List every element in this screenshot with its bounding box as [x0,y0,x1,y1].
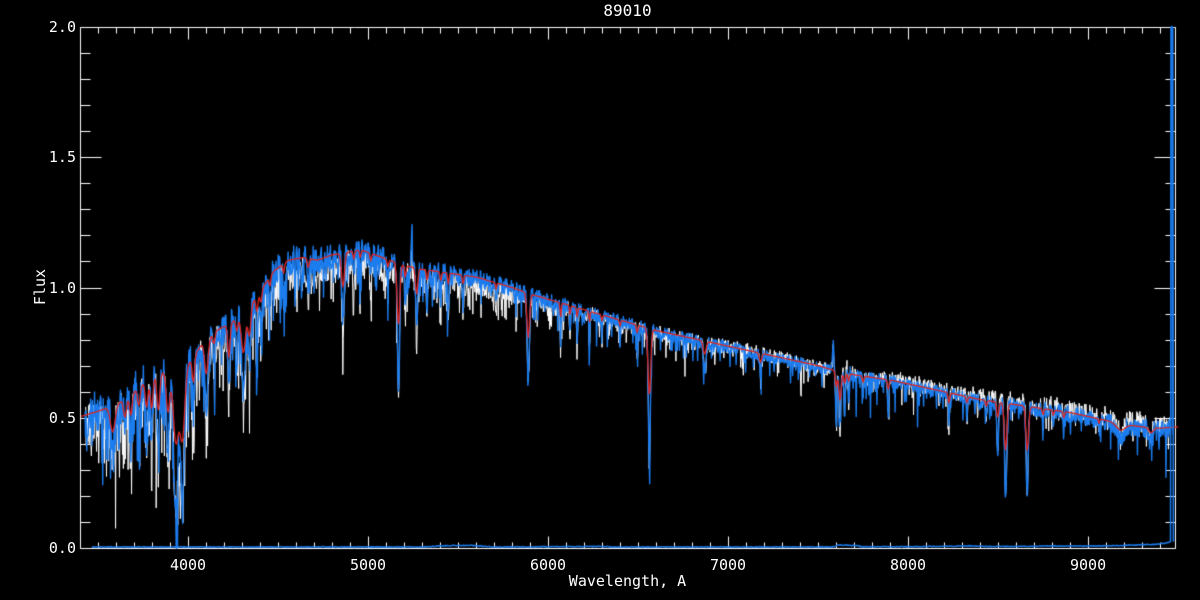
y-tick-label: 1.0 [48,278,76,297]
x-tick-label: 6000 [529,556,567,574]
y-tick-label: 0.5 [48,408,76,427]
plot-title: 89010 [603,1,652,20]
x-tick-label: 7000 [709,556,747,574]
x-tick-label: 9000 [1069,556,1107,574]
x-tick-label: 5000 [349,556,387,574]
x-tick-label: 4000 [169,556,207,574]
x-tick-label: 8000 [889,556,927,574]
x-axis-label: Wavelength, A [568,572,687,590]
y-tick-label: 2.0 [48,18,76,36]
y-tick-label: 0.0 [48,539,76,557]
y-tick-label: 1.5 [48,148,76,167]
